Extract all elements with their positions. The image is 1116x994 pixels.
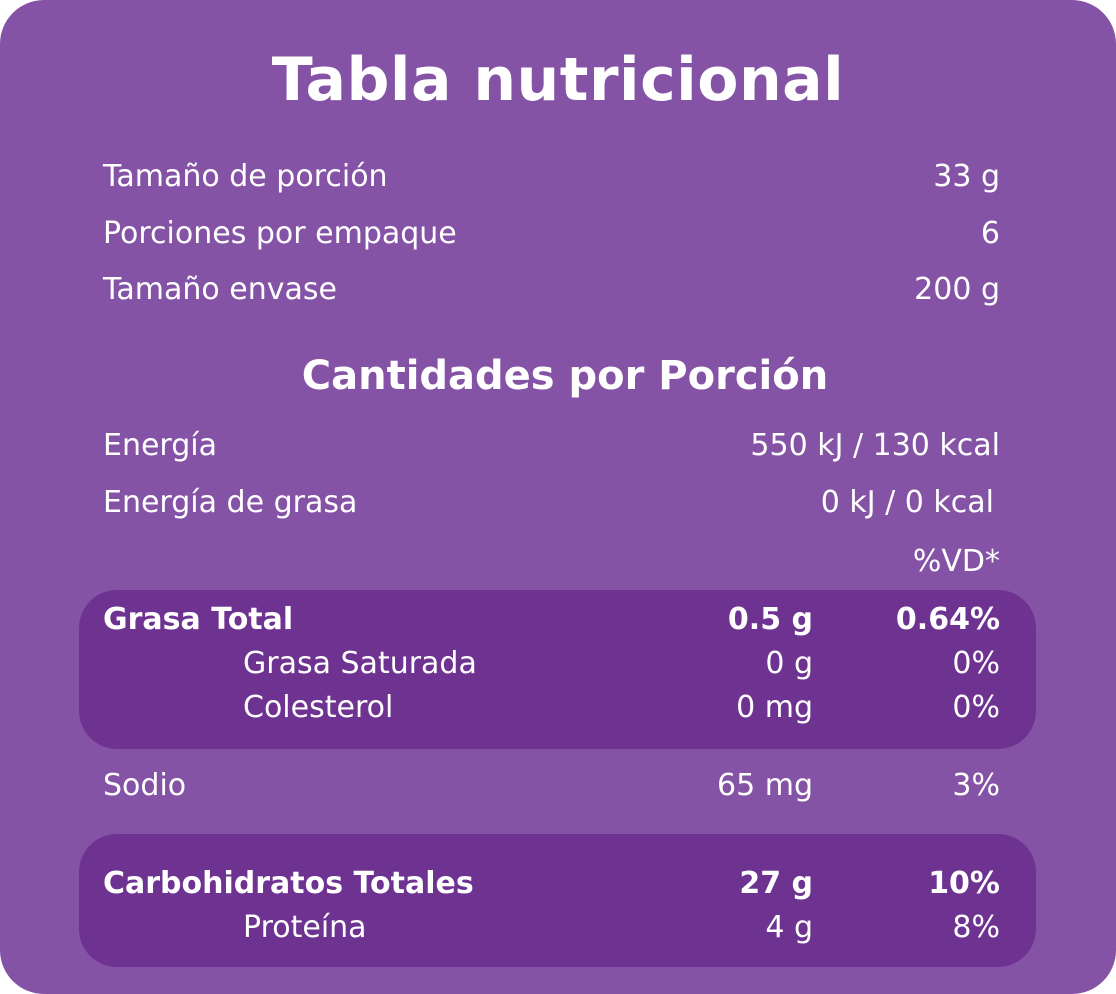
cholesterol-label: Colesterol (243, 690, 394, 725)
package-size-label: Tamaño envase (103, 272, 337, 307)
total-fat-label: Grasa Total (103, 602, 294, 637)
sodium-amount: 65 mg (717, 768, 813, 803)
energy-value: 550 kJ / 130 kcal (750, 428, 1000, 463)
cholesterol-dv: 0% (952, 690, 1000, 725)
total-carbs-dv: 10% (928, 866, 1000, 901)
saturated-fat-row: Grasa Saturada 0 g 0% (103, 642, 1000, 686)
fat-energy-label: Energía de grasa (103, 485, 358, 520)
total-carbs-row: Carbohidratos Totales 27 g 10% (103, 862, 1000, 906)
section-title: Cantidades por Porción (301, 353, 829, 399)
energy-row: Energía 550 kJ / 130 kcal (103, 424, 1000, 468)
fat-energy-row: Energía de grasa 0 kJ / 0 kcal (103, 481, 1000, 525)
page-title: Tabla nutricional (271, 45, 845, 115)
sodium-label: Sodio (103, 768, 187, 803)
total-fat-row: Grasa Total 0.5 g 0.64% (103, 598, 1000, 642)
energy-label: Energía (103, 428, 217, 463)
sodium-row: Sodio 65 mg 3% (103, 764, 1000, 808)
total-fat-amount: 0.5 g (727, 602, 813, 637)
serving-size-value: 33 g (933, 159, 1000, 194)
protein-dv: 8% (952, 910, 1000, 945)
protein-label: Proteína (243, 910, 367, 945)
saturated-fat-amount: 0 g (765, 646, 813, 681)
carb-group-box (79, 834, 1036, 967)
total-fat-dv: 0.64% (895, 602, 1000, 637)
daily-value-header: %VD* (912, 544, 1000, 579)
servings-per-package-row: Porciones por empaque 6 (103, 212, 1000, 256)
protein-row: Proteína 4 g 8% (103, 906, 1000, 950)
saturated-fat-label: Grasa Saturada (243, 646, 477, 681)
servings-per-package-value: 6 (980, 216, 1000, 251)
total-carbs-label: Carbohidratos Totales (103, 866, 474, 901)
cholesterol-row: Colesterol 0 mg 0% (103, 686, 1000, 730)
package-size-row: Tamaño envase 200 g (103, 268, 1000, 312)
fat-group-box (79, 590, 1036, 749)
total-carbs-amount: 27 g (739, 866, 813, 901)
serving-size-row: Tamaño de porción 33 g (103, 155, 1000, 199)
saturated-fat-dv: 0% (952, 646, 1000, 681)
sodium-dv: 3% (952, 768, 1000, 803)
serving-size-label: Tamaño de porción (103, 159, 388, 194)
package-size-value: 200 g (914, 272, 1000, 307)
cholesterol-amount: 0 mg (736, 690, 813, 725)
protein-amount: 4 g (765, 910, 813, 945)
servings-per-package-label: Porciones por empaque (103, 216, 457, 251)
fat-energy-value: 0 kJ / 0 kcal (820, 485, 994, 520)
